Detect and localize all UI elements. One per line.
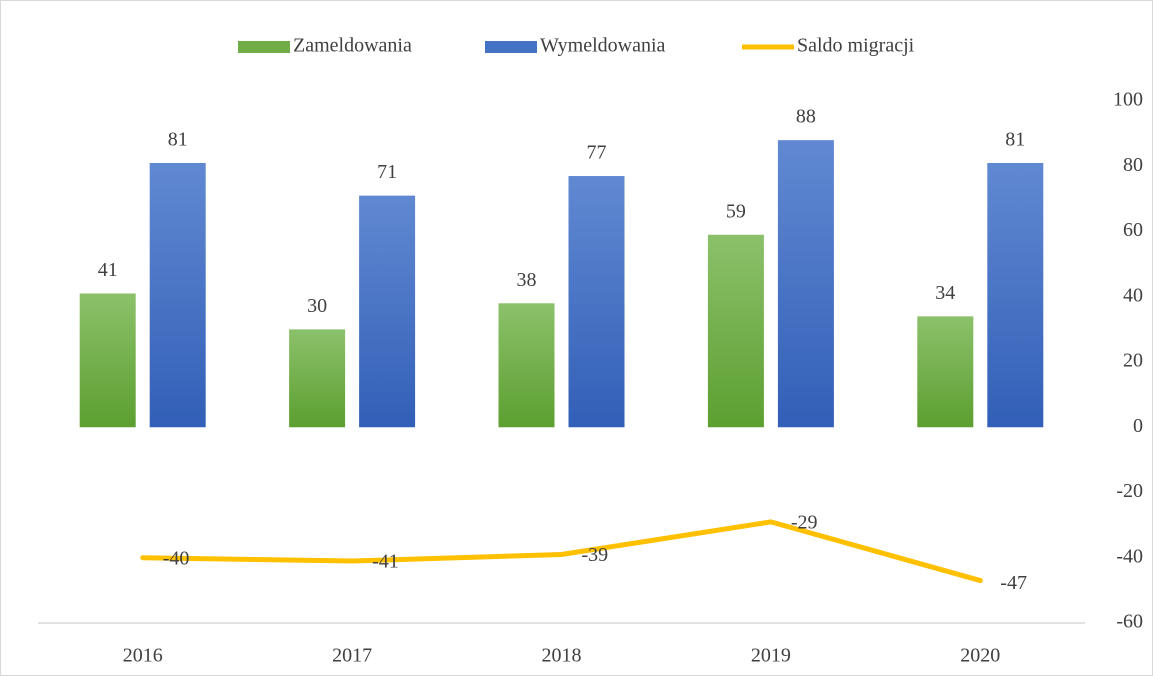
legend-label: Saldo migracji	[797, 35, 915, 57]
bar	[707, 234, 764, 428]
bar	[149, 162, 206, 428]
x-tick-label: 2020	[960, 645, 1000, 667]
legend-label: Wymeldowania	[540, 35, 666, 57]
x-tick-label: 2017	[332, 645, 372, 667]
bar	[777, 140, 834, 428]
legend-label: Zameldowania	[293, 35, 412, 57]
y-tick-label: -60	[1116, 611, 1143, 633]
bar	[917, 316, 974, 428]
x-tick-label: 2019	[751, 645, 791, 667]
y-tick-label: -20	[1116, 480, 1143, 502]
data-label: 81	[1005, 129, 1025, 151]
y-tick-label: 100	[1113, 89, 1143, 111]
legend-swatch	[238, 41, 290, 53]
bar	[79, 293, 136, 428]
bar	[568, 176, 625, 428]
data-label: 38	[517, 269, 537, 291]
data-label: 34	[935, 282, 955, 304]
bar	[359, 195, 416, 428]
data-label: 71	[377, 161, 397, 183]
y-tick-label: 60	[1123, 219, 1143, 241]
data-label: -40	[163, 547, 190, 569]
data-label: -39	[582, 544, 609, 566]
y-tick-label: 0	[1133, 415, 1143, 437]
data-label: 77	[587, 142, 607, 164]
data-label: -47	[1000, 572, 1027, 594]
y-tick-label: 80	[1123, 154, 1143, 176]
data-label: 81	[168, 129, 188, 151]
data-label: -29	[791, 511, 818, 533]
data-label: 30	[307, 295, 327, 317]
data-label: 41	[98, 259, 118, 281]
x-tick-label: 2016	[123, 645, 163, 667]
line	[140, 519, 983, 584]
bar	[289, 329, 346, 428]
data-label: 59	[726, 200, 746, 222]
y-tick-label: 20	[1123, 350, 1143, 372]
data-label: 88	[796, 106, 816, 128]
bar	[498, 303, 555, 428]
legend-swatch	[485, 41, 537, 53]
data-label: -41	[372, 551, 399, 573]
bar	[987, 162, 1044, 428]
y-tick-label: 40	[1123, 284, 1143, 306]
x-tick-label: 2018	[542, 645, 582, 667]
y-tick-label: -40	[1116, 545, 1143, 567]
